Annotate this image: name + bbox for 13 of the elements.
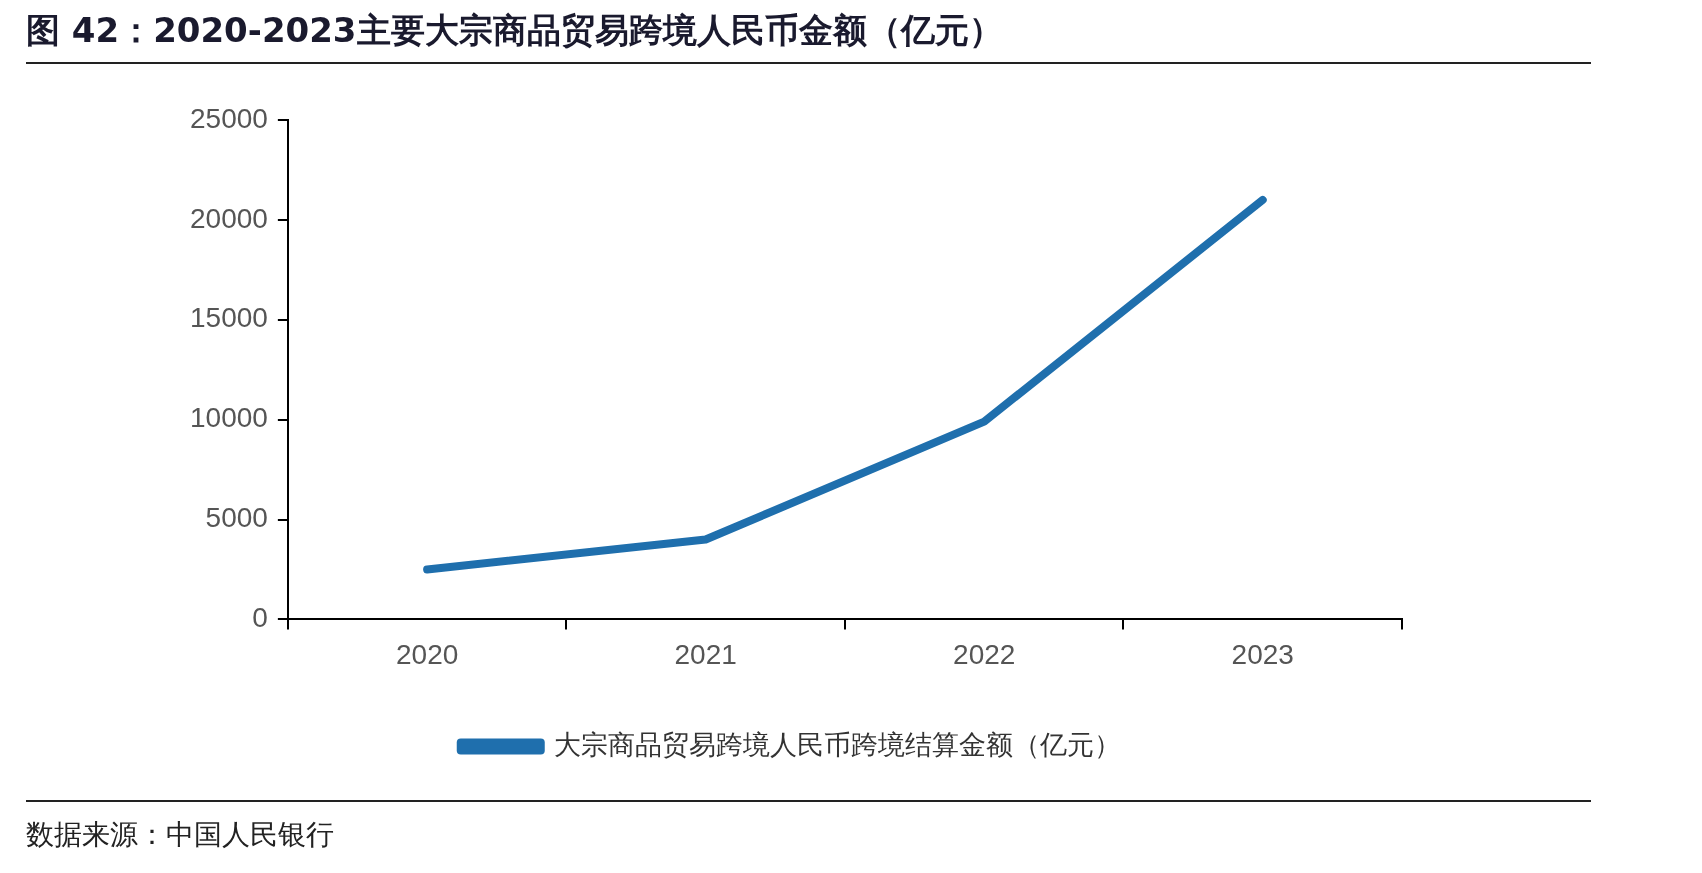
source-note: 数据来源：中国人民银行 (26, 800, 1591, 854)
y-tick-label: 20000 (189, 202, 268, 234)
x-tick-label: 2021 (674, 638, 737, 670)
x-tick-label: 2023 (1231, 638, 1294, 670)
x-tick-label: 2022 (953, 638, 1016, 670)
y-tick-label: 5000 (205, 502, 268, 534)
y-tick-label: 25000 (189, 102, 268, 134)
y-tick-label: 10000 (189, 402, 268, 434)
x-tick-label: 2020 (395, 638, 459, 670)
chart-title: 图 42：2020-2023主要大宗商品贸易跨境人民币金额（亿元） (26, 8, 1591, 64)
y-tick-label: 0 (252, 602, 268, 634)
legend-label: 大宗商品贸易跨境人民币跨境结算金额（亿元） (554, 728, 1122, 760)
y-tick-label: 15000 (189, 302, 268, 334)
